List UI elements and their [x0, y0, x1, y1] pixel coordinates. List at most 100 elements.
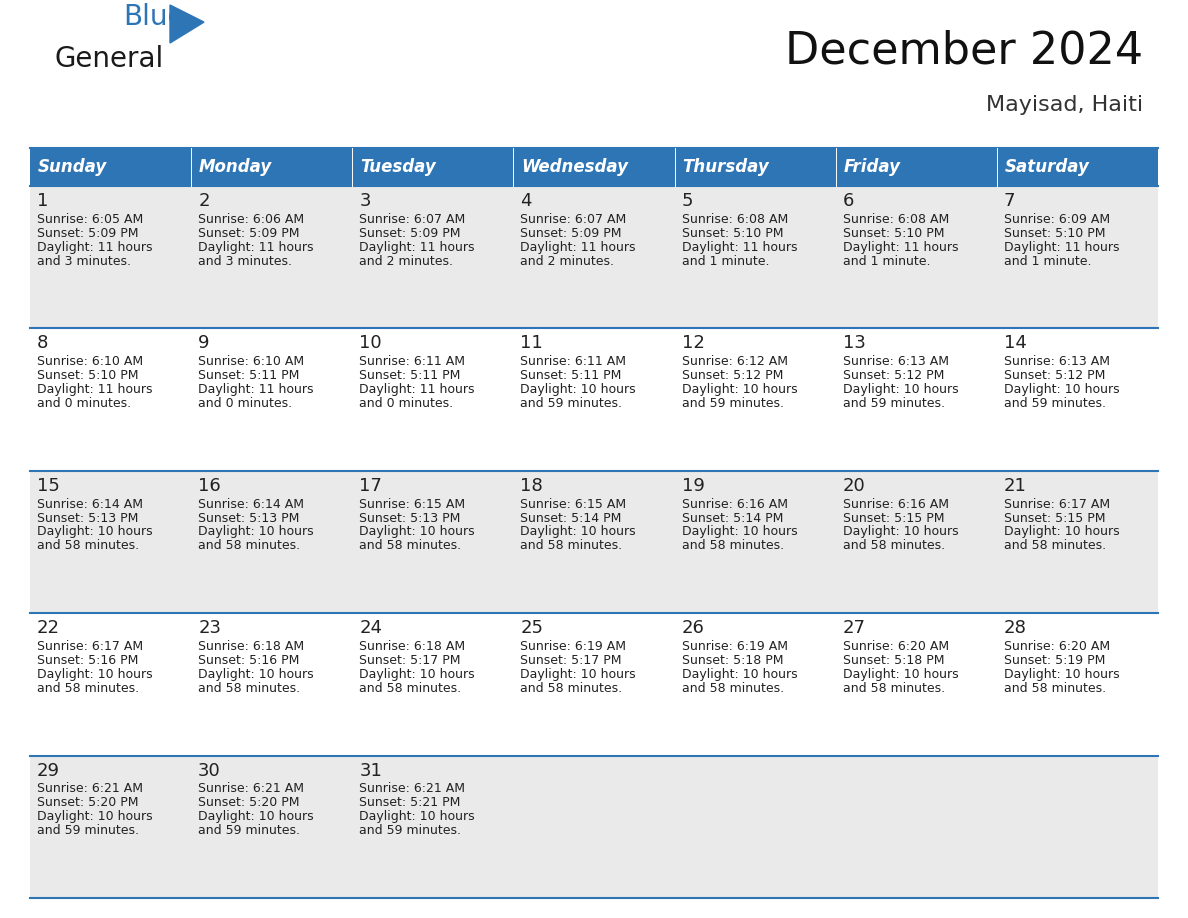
Text: and 58 minutes.: and 58 minutes.	[842, 540, 944, 553]
Text: and 58 minutes.: and 58 minutes.	[1004, 682, 1106, 695]
Text: 27: 27	[842, 620, 866, 637]
Text: and 59 minutes.: and 59 minutes.	[842, 397, 944, 410]
Text: 23: 23	[198, 620, 221, 637]
Text: and 1 minute.: and 1 minute.	[1004, 254, 1092, 268]
Text: 12: 12	[682, 334, 704, 353]
Text: Sunset: 5:13 PM: Sunset: 5:13 PM	[37, 511, 138, 524]
Text: Daylight: 10 hours: Daylight: 10 hours	[682, 668, 797, 681]
Text: Daylight: 10 hours: Daylight: 10 hours	[1004, 383, 1119, 396]
Text: Daylight: 11 hours: Daylight: 11 hours	[359, 241, 475, 253]
Text: and 58 minutes.: and 58 minutes.	[682, 682, 784, 695]
Text: and 3 minutes.: and 3 minutes.	[37, 254, 131, 268]
Text: Daylight: 11 hours: Daylight: 11 hours	[359, 383, 475, 396]
Text: and 58 minutes.: and 58 minutes.	[842, 682, 944, 695]
Text: Sunset: 5:18 PM: Sunset: 5:18 PM	[682, 654, 783, 667]
Text: Tuesday: Tuesday	[360, 158, 436, 176]
Text: Sunrise: 6:09 AM: Sunrise: 6:09 AM	[1004, 213, 1110, 226]
Text: Daylight: 10 hours: Daylight: 10 hours	[1004, 525, 1119, 539]
Text: Sunset: 5:21 PM: Sunset: 5:21 PM	[359, 796, 461, 810]
Text: Sunset: 5:15 PM: Sunset: 5:15 PM	[1004, 511, 1105, 524]
Text: and 58 minutes.: and 58 minutes.	[520, 682, 623, 695]
Text: 16: 16	[198, 476, 221, 495]
Text: 7: 7	[1004, 192, 1016, 210]
Text: and 58 minutes.: and 58 minutes.	[359, 682, 461, 695]
Text: and 58 minutes.: and 58 minutes.	[37, 682, 139, 695]
Text: Sunset: 5:20 PM: Sunset: 5:20 PM	[37, 796, 139, 810]
Bar	[675, 148, 835, 186]
Text: Sunset: 5:11 PM: Sunset: 5:11 PM	[520, 369, 621, 382]
Text: Daylight: 10 hours: Daylight: 10 hours	[198, 525, 314, 539]
Bar	[997, 148, 1158, 186]
Text: Sunrise: 6:05 AM: Sunrise: 6:05 AM	[37, 213, 144, 226]
Text: 22: 22	[37, 620, 61, 637]
Text: 10: 10	[359, 334, 381, 353]
Text: and 58 minutes.: and 58 minutes.	[1004, 540, 1106, 553]
Text: and 58 minutes.: and 58 minutes.	[198, 540, 301, 553]
Text: Sunrise: 6:20 AM: Sunrise: 6:20 AM	[842, 640, 949, 653]
Text: Daylight: 10 hours: Daylight: 10 hours	[37, 811, 152, 823]
Text: and 1 minute.: and 1 minute.	[682, 254, 769, 268]
Text: and 59 minutes.: and 59 minutes.	[359, 824, 461, 837]
Text: Sunrise: 6:21 AM: Sunrise: 6:21 AM	[37, 782, 143, 795]
Text: and 58 minutes.: and 58 minutes.	[37, 540, 139, 553]
Text: Daylight: 10 hours: Daylight: 10 hours	[842, 383, 959, 396]
Text: Sunrise: 6:08 AM: Sunrise: 6:08 AM	[682, 213, 788, 226]
Text: 28: 28	[1004, 620, 1026, 637]
Text: Sunrise: 6:10 AM: Sunrise: 6:10 AM	[37, 355, 143, 368]
Text: Daylight: 10 hours: Daylight: 10 hours	[37, 668, 152, 681]
Text: Sunset: 5:11 PM: Sunset: 5:11 PM	[198, 369, 299, 382]
Text: Sunrise: 6:18 AM: Sunrise: 6:18 AM	[198, 640, 304, 653]
Text: Sunrise: 6:15 AM: Sunrise: 6:15 AM	[520, 498, 626, 510]
Text: Sunrise: 6:11 AM: Sunrise: 6:11 AM	[520, 355, 626, 368]
Text: 9: 9	[198, 334, 209, 353]
Text: Monday: Monday	[200, 158, 272, 176]
Text: Saturday: Saturday	[1005, 158, 1089, 176]
Text: December 2024: December 2024	[785, 30, 1143, 73]
Bar	[513, 148, 675, 186]
Text: 19: 19	[682, 476, 704, 495]
Bar	[30, 186, 1158, 329]
Text: Sunrise: 6:18 AM: Sunrise: 6:18 AM	[359, 640, 466, 653]
Text: 20: 20	[842, 476, 866, 495]
Text: and 58 minutes.: and 58 minutes.	[520, 540, 623, 553]
Text: Sunset: 5:13 PM: Sunset: 5:13 PM	[198, 511, 299, 524]
Text: Daylight: 11 hours: Daylight: 11 hours	[520, 241, 636, 253]
Text: Sunday: Sunday	[38, 158, 107, 176]
Bar	[30, 756, 1158, 898]
Text: 2: 2	[198, 192, 209, 210]
Text: 6: 6	[842, 192, 854, 210]
Text: and 0 minutes.: and 0 minutes.	[37, 397, 131, 410]
Text: Sunrise: 6:15 AM: Sunrise: 6:15 AM	[359, 498, 466, 510]
Text: Daylight: 10 hours: Daylight: 10 hours	[520, 383, 636, 396]
Text: Daylight: 11 hours: Daylight: 11 hours	[1004, 241, 1119, 253]
Text: Sunrise: 6:14 AM: Sunrise: 6:14 AM	[37, 498, 143, 510]
Text: Sunset: 5:09 PM: Sunset: 5:09 PM	[520, 227, 623, 240]
Text: Sunrise: 6:11 AM: Sunrise: 6:11 AM	[359, 355, 466, 368]
Text: Sunrise: 6:16 AM: Sunrise: 6:16 AM	[842, 498, 949, 510]
Text: and 3 minutes.: and 3 minutes.	[198, 254, 292, 268]
Text: Sunset: 5:10 PM: Sunset: 5:10 PM	[1004, 227, 1105, 240]
Text: and 59 minutes.: and 59 minutes.	[198, 824, 301, 837]
Text: Sunrise: 6:21 AM: Sunrise: 6:21 AM	[359, 782, 466, 795]
Text: Daylight: 10 hours: Daylight: 10 hours	[359, 668, 475, 681]
Text: 31: 31	[359, 762, 383, 779]
Text: Daylight: 10 hours: Daylight: 10 hours	[682, 383, 797, 396]
Text: Sunrise: 6:06 AM: Sunrise: 6:06 AM	[198, 213, 304, 226]
Text: Sunset: 5:14 PM: Sunset: 5:14 PM	[682, 511, 783, 524]
Text: Sunset: 5:12 PM: Sunset: 5:12 PM	[842, 369, 944, 382]
Bar	[835, 148, 997, 186]
Text: Sunset: 5:17 PM: Sunset: 5:17 PM	[520, 654, 623, 667]
Text: Daylight: 10 hours: Daylight: 10 hours	[682, 525, 797, 539]
Text: Sunset: 5:15 PM: Sunset: 5:15 PM	[842, 511, 944, 524]
Text: 11: 11	[520, 334, 543, 353]
Text: Sunset: 5:10 PM: Sunset: 5:10 PM	[682, 227, 783, 240]
Text: and 58 minutes.: and 58 minutes.	[198, 682, 301, 695]
Text: 8: 8	[37, 334, 49, 353]
Text: and 1 minute.: and 1 minute.	[842, 254, 930, 268]
Text: 14: 14	[1004, 334, 1026, 353]
Bar	[30, 613, 1158, 756]
Text: Sunset: 5:17 PM: Sunset: 5:17 PM	[359, 654, 461, 667]
Text: and 59 minutes.: and 59 minutes.	[520, 397, 623, 410]
Text: Sunrise: 6:17 AM: Sunrise: 6:17 AM	[1004, 498, 1110, 510]
Text: Sunrise: 6:19 AM: Sunrise: 6:19 AM	[520, 640, 626, 653]
